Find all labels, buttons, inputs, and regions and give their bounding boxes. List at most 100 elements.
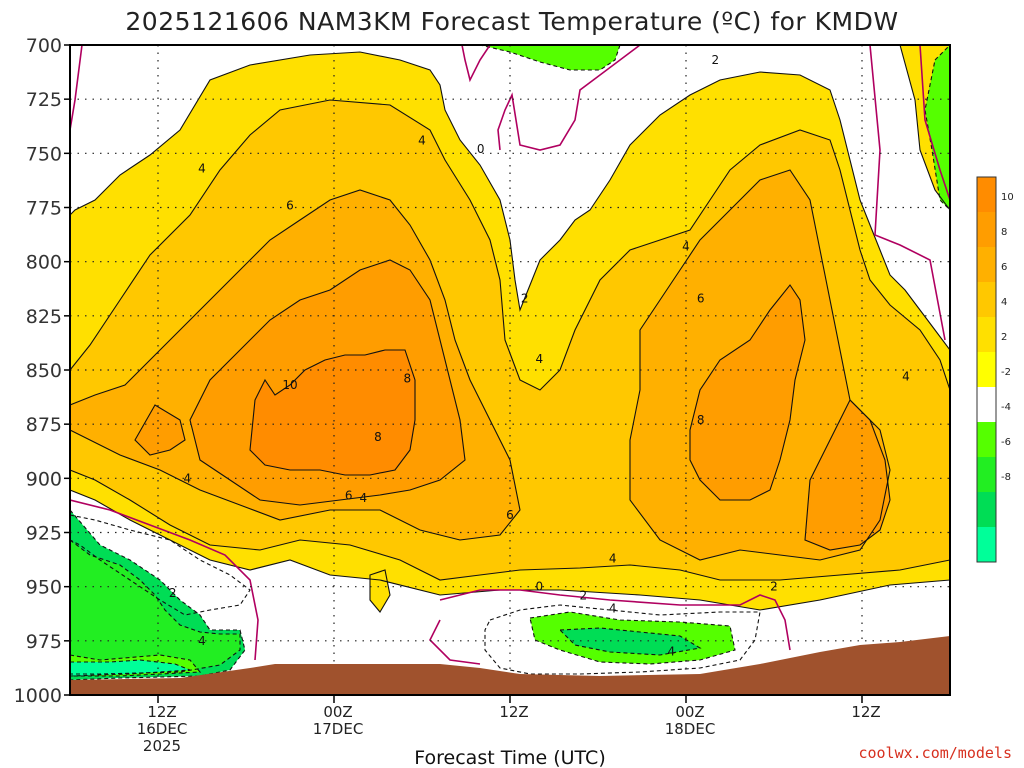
colorbar-label-8: -8 xyxy=(1001,472,1011,483)
contour-label-11: 0 xyxy=(477,142,485,156)
colorbar-label-2: 6 xyxy=(1001,262,1007,273)
contour-label-9: 4 xyxy=(418,133,426,147)
colorbar-label-0: 10 xyxy=(1001,192,1014,203)
temp-band-19 xyxy=(480,45,620,70)
colorbar-bin-9 xyxy=(977,492,996,527)
colorbar-bin-0 xyxy=(977,177,996,212)
contour-line-3 xyxy=(70,189,521,541)
contour-label-7: 2 xyxy=(169,586,177,600)
contour-line-10 xyxy=(70,514,251,616)
temp-band-7 xyxy=(690,285,805,500)
y-tick-label-725: 725 xyxy=(26,89,62,111)
contour-line-13 xyxy=(70,654,202,677)
contour-line-9 xyxy=(249,349,416,476)
zero-contour-5 xyxy=(919,45,950,201)
x-axis-label: Forecast Time (UTC) xyxy=(414,747,605,768)
colorbar-bin-6 xyxy=(977,387,996,422)
contour-label-16: 0 xyxy=(536,580,544,594)
contour-line-15 xyxy=(484,604,761,675)
contour-label-18: 4 xyxy=(609,601,617,615)
colorbar-bin-8 xyxy=(977,457,996,492)
colorbar: 10 8 6 4 2 -2 -4 -6 -8 xyxy=(976,176,1014,563)
y-tick-label-900: 900 xyxy=(26,468,62,490)
contour-label-6: 4 xyxy=(184,471,192,485)
contour-label-3: 8 xyxy=(374,430,382,444)
y-tick-label-700: 700 xyxy=(26,35,62,57)
colorbar-label-6: -4 xyxy=(1001,402,1011,413)
colorbar-label-3: 4 xyxy=(1001,297,1007,308)
temp-band-18 xyxy=(925,45,950,210)
colorbar-bin-5 xyxy=(977,352,996,387)
contour-label-4: 6 xyxy=(345,489,353,503)
contour-label-21: 4 xyxy=(682,240,690,254)
temp-band-10 xyxy=(70,515,250,615)
x-tick-label-3-1: 18DEC xyxy=(665,720,716,738)
contour-label-22: 6 xyxy=(697,292,705,306)
y-tick-label-825: 825 xyxy=(26,306,62,328)
zero-contour-0 xyxy=(70,45,83,131)
contour-label-13: 4 xyxy=(536,352,544,366)
x-tick-label-0-0: 12Z xyxy=(147,703,176,721)
zero-contour-1 xyxy=(70,499,259,661)
temp-band-5 xyxy=(135,405,185,455)
contour-line-16 xyxy=(529,611,736,665)
y-tick-label-875: 875 xyxy=(26,414,62,436)
contour-line-17 xyxy=(558,627,702,656)
contour-label-10: 8 xyxy=(404,372,412,386)
y-axis: 700 725 750 775 800 825 850 875 900 925 950 975 1000 xyxy=(14,35,70,707)
colorbar-frame xyxy=(976,176,997,563)
colorbar-bin-2 xyxy=(977,247,996,282)
temp-band-9 xyxy=(250,350,415,475)
contour-label-17: 2 xyxy=(580,588,588,602)
contour-label-2: 10 xyxy=(282,378,297,392)
contour-label-20: 2 xyxy=(712,53,720,67)
zero-contour-7 xyxy=(429,619,481,665)
x-tick-label-0-1: 16DEC xyxy=(137,720,188,738)
contour-line-19 xyxy=(479,45,621,71)
contour-label-8: 4 xyxy=(198,634,206,648)
x-tick-label-4-0: 12Z xyxy=(851,703,880,721)
zero-contour-2 xyxy=(439,589,791,651)
contour-label-14: 6 xyxy=(506,508,514,522)
credit-text: coolwx.com/models xyxy=(858,744,1012,762)
contour-label-19: 4 xyxy=(668,645,676,659)
contour-label-24: 2 xyxy=(770,580,778,594)
contour-line-1 xyxy=(480,45,950,211)
terrain-surface xyxy=(70,636,950,695)
y-tick-label-800: 800 xyxy=(26,252,62,274)
x-tick-label-1-1: 17DEC xyxy=(313,720,364,738)
y-tick-label-1000: 1000 xyxy=(14,685,62,707)
contour-line-4 xyxy=(629,169,891,561)
y-tick-label-975: 975 xyxy=(26,631,62,653)
colorbar-bin-7 xyxy=(977,422,996,457)
contour-line-0 xyxy=(70,51,950,611)
contour-line-6 xyxy=(189,259,466,506)
zero-contour-4 xyxy=(497,45,641,151)
temp-band-20 xyxy=(370,570,390,612)
contour-line-8 xyxy=(804,399,891,551)
zero-contour-3 xyxy=(461,45,491,83)
temperature-contours xyxy=(70,45,950,681)
colorbar-bin-3 xyxy=(977,282,996,317)
contour-label-12: 2 xyxy=(521,292,529,306)
y-tick-label-950: 950 xyxy=(26,577,62,599)
contour-line-2 xyxy=(70,99,950,581)
x-tick-label-3-0: 00Z xyxy=(675,703,704,721)
colorbar-bin-4 xyxy=(977,317,996,352)
colorbar-label-5: -2 xyxy=(1001,367,1011,378)
contour-label-15: 4 xyxy=(609,552,617,566)
x-tick-label-0-2: 2025 xyxy=(143,737,181,755)
colorbar-bin-10 xyxy=(977,527,996,562)
contour-label-5: 4 xyxy=(360,491,368,505)
temp-band-8 xyxy=(805,400,890,550)
zero-contour-6 xyxy=(869,45,946,341)
y-tick-label-925: 925 xyxy=(26,523,62,545)
contour-label-23: 8 xyxy=(697,413,705,427)
contour-line-20 xyxy=(369,569,391,613)
y-tick-label-775: 775 xyxy=(26,198,62,220)
contour-label-0: 4 xyxy=(198,162,206,176)
plot-area xyxy=(70,45,950,695)
